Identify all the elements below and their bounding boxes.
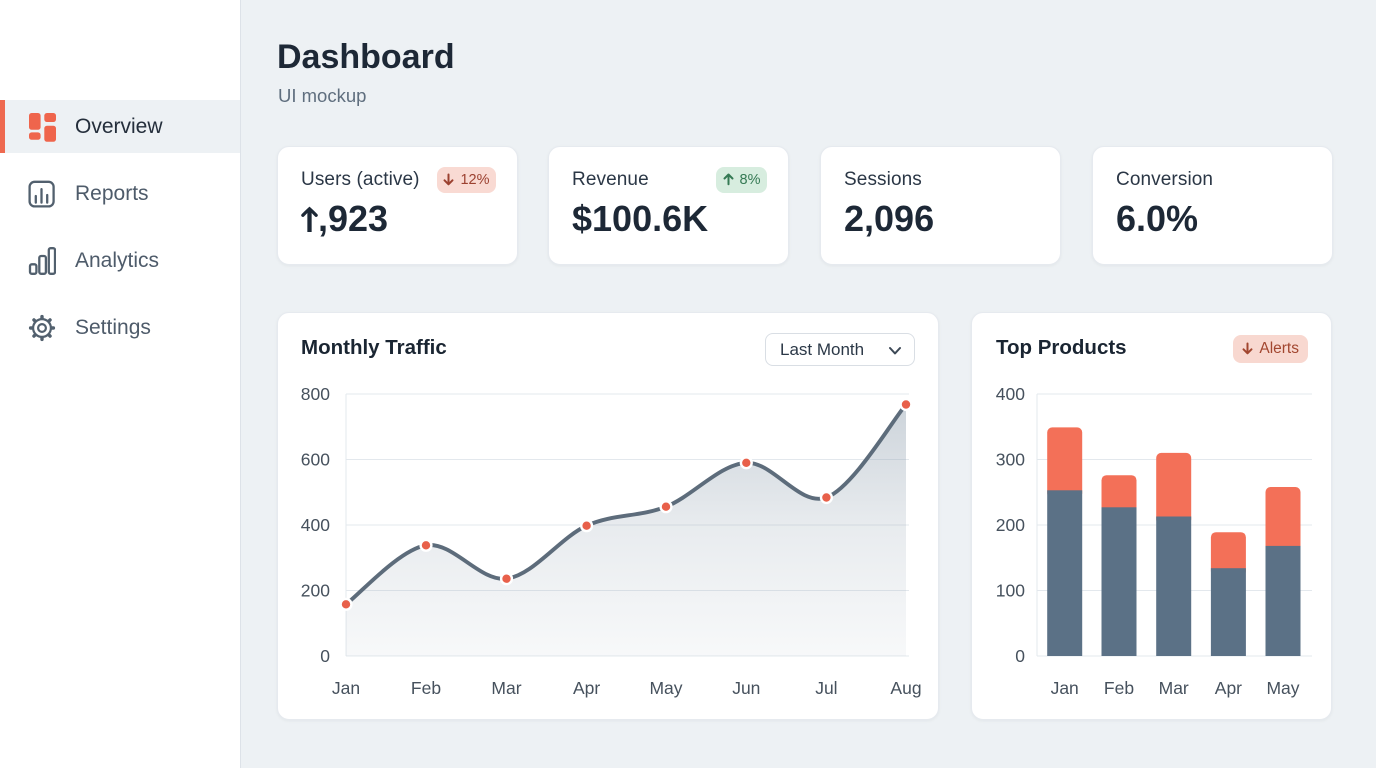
svg-text:Jan: Jan	[1051, 678, 1079, 698]
svg-text:400: 400	[301, 515, 330, 535]
svg-text:100: 100	[996, 581, 1025, 601]
svg-text:Apr: Apr	[573, 678, 600, 698]
svg-text:200: 200	[996, 515, 1025, 535]
svg-text:Mar: Mar	[491, 678, 521, 698]
svg-text:Feb: Feb	[411, 678, 441, 698]
svg-text:Feb: Feb	[1104, 678, 1134, 698]
svg-text:Jun: Jun	[732, 678, 760, 698]
svg-text:0: 0	[1015, 646, 1025, 666]
svg-text:800: 800	[301, 384, 330, 404]
svg-text:May: May	[1266, 678, 1299, 698]
svg-text:200: 200	[301, 581, 330, 601]
svg-text:Mar: Mar	[1159, 678, 1189, 698]
svg-text:May: May	[649, 678, 682, 698]
svg-text:Aug: Aug	[890, 678, 921, 698]
svg-text:300: 300	[996, 450, 1025, 470]
svg-text:0: 0	[320, 646, 330, 666]
svg-text:Apr: Apr	[1215, 678, 1242, 698]
svg-text:Jan: Jan	[332, 678, 360, 698]
svg-text:600: 600	[301, 450, 330, 470]
svg-text:400: 400	[996, 384, 1025, 404]
svg-text:Jul: Jul	[815, 678, 837, 698]
